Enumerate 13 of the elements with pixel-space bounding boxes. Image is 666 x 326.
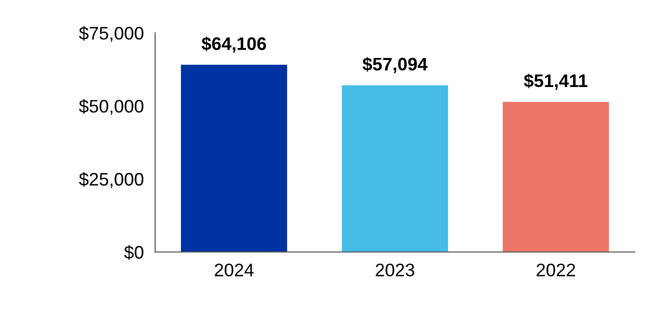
data-label: $57,094: [362, 56, 428, 74]
y-tick-label: $50,000: [79, 99, 144, 115]
bar: [502, 102, 609, 252]
bar: [342, 85, 448, 252]
y-tick-label: $0: [124, 245, 144, 260]
x-tick-label: 2023: [376, 264, 414, 276]
y-tick-label: $75,000: [79, 26, 144, 42]
data-label: $51,411: [524, 74, 588, 90]
x-tick-label: 2024: [214, 264, 254, 276]
data-label: $64,106: [202, 36, 266, 53]
x-tick-label: 2022: [536, 264, 576, 276]
bar: [180, 64, 288, 252]
y-tick-label: $25,000: [79, 172, 144, 188]
